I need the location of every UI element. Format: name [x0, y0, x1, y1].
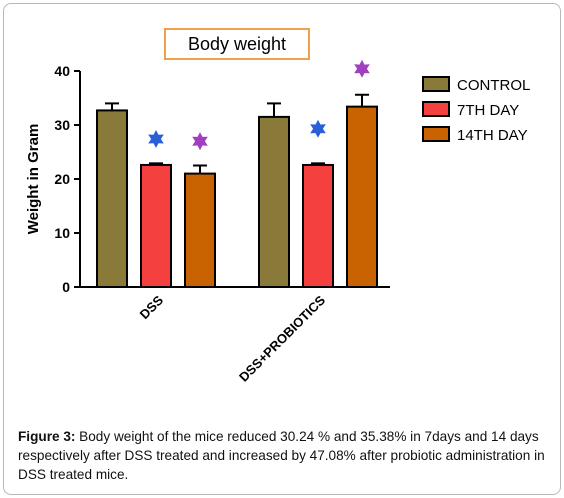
legend-swatch [422, 126, 450, 142]
bar-14th-day-1 [346, 105, 378, 288]
legend-label: 7TH DAY [457, 102, 519, 119]
caption-text: Body weight of the mice reduced 30.24 % … [18, 429, 545, 482]
legend-label: CONTROL [457, 77, 530, 94]
legend-swatch [422, 101, 450, 117]
y-tick-label: 0 [62, 279, 70, 295]
bar-7th-day-0 [140, 163, 172, 289]
bar-control-0 [96, 109, 128, 288]
y-tick-label: 30 [54, 117, 70, 133]
legend-swatch [422, 76, 450, 92]
significance-star-icon [148, 130, 164, 148]
bar-14th-day-0 [184, 172, 216, 289]
y-tick-label: 40 [54, 63, 70, 79]
significance-star-icon [310, 119, 326, 138]
y-tick-label: 10 [54, 225, 70, 241]
bar-control-1 [258, 115, 290, 289]
legend-label: 14TH DAY [457, 127, 528, 144]
y-tick-label: 20 [54, 171, 70, 187]
significance-star-icon [354, 59, 370, 78]
x-category-label: DSS [137, 292, 167, 322]
figure-caption: Figure 3: Body weight of the mice reduce… [18, 427, 548, 484]
caption-label: Figure 3: [18, 429, 76, 444]
significance-star-icon [192, 132, 208, 151]
bar-7th-day-1 [302, 163, 334, 289]
chart-title: Body weight [164, 28, 310, 60]
x-category-label: DSS+PROBIOTICS [236, 292, 328, 384]
y-axis-label: Weight in Gram [25, 124, 42, 235]
